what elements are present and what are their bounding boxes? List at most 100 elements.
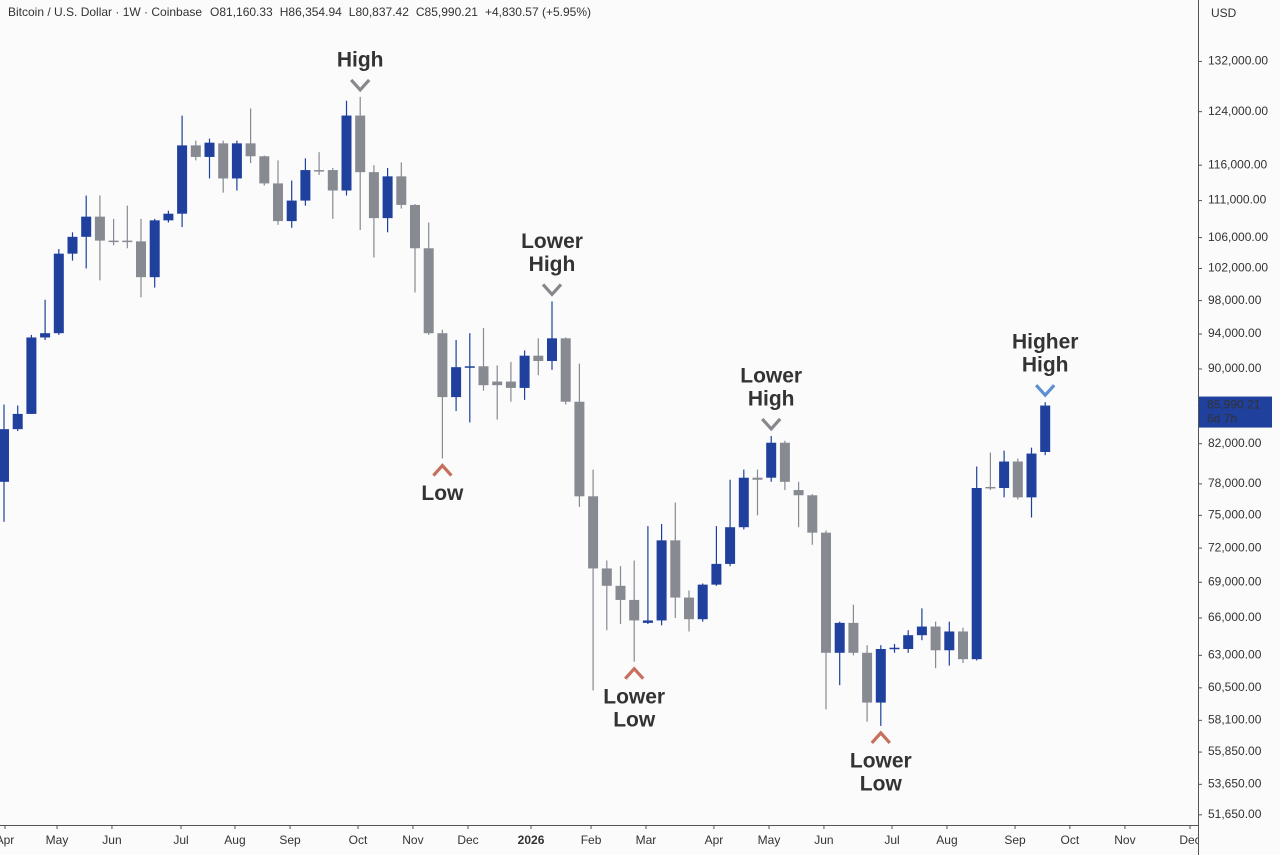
candle-body <box>985 486 996 489</box>
x-tick-label: Oct <box>349 833 368 847</box>
candle-body <box>355 115 366 173</box>
candle-body <box>834 622 845 653</box>
candle-body <box>766 442 777 478</box>
candle-body <box>478 366 489 386</box>
y-tick-label: 116,000.00 <box>1208 157 1267 171</box>
price-tag <box>1199 396 1272 428</box>
candle-body <box>752 477 763 480</box>
annotation-text: Low <box>613 708 656 731</box>
x-tick-label: Sep <box>279 833 301 847</box>
price-tag-countdown: 6d 7h <box>1207 412 1237 426</box>
candle-body <box>396 176 407 205</box>
candle-body <box>574 401 585 497</box>
candle-body <box>958 631 968 660</box>
annotation-text: Lower <box>850 749 912 772</box>
candle-body <box>1012 461 1023 498</box>
y-tick-label: 111,000.00 <box>1208 193 1267 207</box>
candle-body <box>1026 453 1037 498</box>
candle-body <box>533 355 544 361</box>
x-tick-label: Apr <box>705 833 724 847</box>
candle-body <box>807 495 818 533</box>
candle-body <box>684 597 694 620</box>
candle-body <box>492 381 503 386</box>
annotation-text: High <box>337 48 384 71</box>
candle-body <box>67 236 78 254</box>
x-tick-label: Oct <box>1061 833 1080 847</box>
ohlc-value: 80,837.42 <box>355 5 409 19</box>
candle-body <box>560 338 571 402</box>
candle-body <box>738 477 749 528</box>
candle-body <box>177 145 188 214</box>
y-tick-label: 132,000.00 <box>1208 54 1268 68</box>
candle-body <box>519 355 530 388</box>
annotation-arrow <box>761 417 782 432</box>
annotation-arrow <box>541 283 563 297</box>
candle-body <box>862 652 873 703</box>
candle-body <box>259 156 270 184</box>
ohlc-label: L <box>349 5 356 19</box>
candle-body <box>697 584 708 620</box>
candle-body <box>0 429 9 482</box>
candle-body <box>368 172 379 219</box>
candle-body <box>437 333 448 398</box>
candle-body <box>711 563 722 585</box>
annotation-text: Lower <box>521 230 583 253</box>
candle-body <box>314 170 325 172</box>
candle-body <box>903 635 914 649</box>
candle-body <box>629 599 640 621</box>
y-tick-label: 102,000.00 <box>1208 261 1268 275</box>
candle-body <box>1040 405 1051 452</box>
candle-body <box>286 200 297 222</box>
annotation-arrow <box>624 666 645 680</box>
candle-body <box>12 413 23 430</box>
annotation-text: High <box>1022 354 1069 377</box>
candle-body <box>190 145 201 157</box>
candle-body <box>81 216 92 237</box>
candle-body <box>327 170 338 191</box>
x-tick-label: Mar <box>636 833 657 847</box>
symbol: Bitcoin / U.S. Dollar · 1W · Coinbase <box>8 5 202 19</box>
candle-body <box>944 631 955 651</box>
candle-body <box>300 170 311 201</box>
change: +4,830.57 (+5.95%) <box>485 5 591 19</box>
candle-body <box>122 240 133 243</box>
annotation-arrow <box>432 463 453 477</box>
y-tick-label: 98,000.00 <box>1208 293 1262 307</box>
y-tick-label: 106,000.00 <box>1208 230 1268 244</box>
x-tick-label: Jun <box>814 833 833 847</box>
candle-body <box>136 241 146 278</box>
ohlc-label: O <box>210 5 219 19</box>
candle-body <box>26 337 37 414</box>
candle-body <box>848 622 859 653</box>
candle-body <box>451 367 462 398</box>
candle-body <box>588 496 599 569</box>
currency: USD <box>1211 6 1237 20</box>
x-tick-label: Nov <box>1114 833 1135 847</box>
y-tick-label: 78,000.00 <box>1208 476 1262 490</box>
candle-body <box>779 442 790 482</box>
annotation-arrow <box>1035 384 1056 398</box>
annotation-arrow <box>350 78 371 93</box>
y-tick-label: 82,000.00 <box>1208 436 1262 450</box>
x-tick-label: May <box>46 833 69 847</box>
candle-body <box>464 366 475 368</box>
candle-body <box>505 381 516 388</box>
y-tick-label: 90,000.00 <box>1208 361 1262 375</box>
candle-body <box>889 647 900 650</box>
x-tick-label: Aug <box>224 833 245 847</box>
candle-body <box>930 626 941 651</box>
y-tick-label: 53,650.00 <box>1208 776 1262 790</box>
candle-body <box>615 585 626 600</box>
x-tick-label: Dec <box>1179 833 1200 847</box>
x-tick-label: Dec <box>457 833 478 847</box>
candle-body <box>218 143 229 179</box>
candle-body <box>108 240 119 243</box>
ohlc-value: 85,990.21 <box>425 5 479 19</box>
candle-body <box>423 248 434 334</box>
candle-body <box>382 176 393 219</box>
candle-body <box>273 183 283 222</box>
x-tick-label: May <box>758 833 781 847</box>
candle-body <box>601 568 612 586</box>
candle-body <box>875 648 886 703</box>
x-tick-label: Feb <box>581 833 602 847</box>
